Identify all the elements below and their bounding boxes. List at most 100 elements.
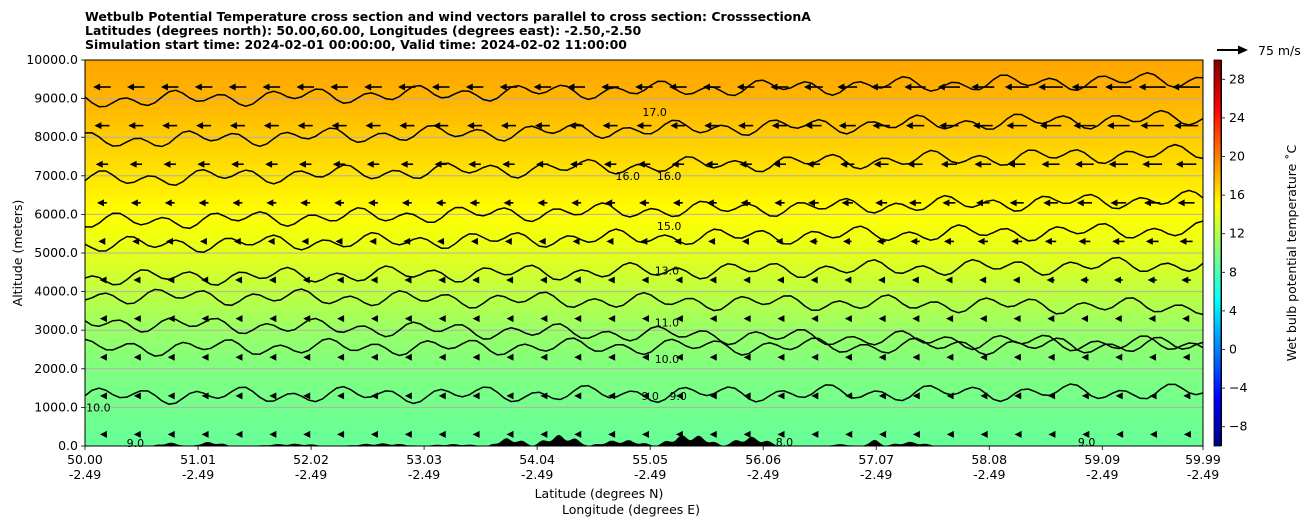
wind-vector-head: [946, 392, 954, 400]
wind-vector-head: [506, 276, 514, 284]
wind-vector-head: [876, 237, 884, 245]
wind-vector-head: [606, 237, 614, 245]
wind-vector-head: [912, 430, 920, 438]
chart-title-line-2: Latitudes (degrees north): 50.00,60.00, …: [85, 23, 642, 38]
wind-vector-head: [574, 392, 582, 400]
wind-vector-head: [636, 122, 644, 130]
wind-vector-head: [1142, 160, 1150, 168]
wind-vector-head: [743, 315, 751, 323]
wind-vector-head: [1147, 276, 1155, 284]
terrain-silhouette: [85, 434, 1203, 446]
wind-vector-head: [1041, 160, 1049, 168]
contour-label: 9.0: [641, 390, 659, 403]
x-tick-label-lon: -2.49: [1086, 467, 1118, 482]
wind-vector-head: [538, 237, 546, 245]
wind-vector-head: [1081, 392, 1089, 400]
x-tick-label-lat: 59.09: [1084, 452, 1120, 467]
wind-vector-head: [567, 83, 575, 91]
wind-vector-head: [1183, 392, 1191, 400]
colorbar-tick-label: 24: [1229, 110, 1245, 125]
wind-vector-head: [1080, 276, 1088, 284]
wind-vector-head: [330, 83, 338, 91]
wind-vector-head: [201, 276, 209, 284]
contour-label: 11.0: [655, 316, 680, 329]
wind-vector-head: [1013, 315, 1021, 323]
plot-area: 17.0 16.0 16.0 15.0 13.0 11.0 10.0 9.0 9.0 8.0 9.0…: [84, 59, 1204, 450]
wind-vector-head: [438, 276, 446, 284]
wind-vector-head: [94, 122, 102, 130]
wind-vector-head: [642, 430, 649, 438]
wind-vector-head: [608, 392, 616, 400]
wind-vector-head: [872, 122, 880, 130]
wind-vector-head: [472, 392, 480, 400]
wind-vector-head: [574, 430, 582, 438]
wind-vector-head: [302, 276, 310, 284]
wind-vector-head: [369, 237, 377, 245]
quiver-key: 75 m/s: [1217, 43, 1301, 58]
wind-vector-head: [499, 83, 507, 91]
x-tick-label-lon: -2.49: [634, 467, 666, 482]
wind-vector-head: [235, 353, 243, 361]
wind-vector-head: [608, 430, 616, 438]
wind-vector-head: [979, 315, 987, 323]
wind-vector-head: [844, 315, 852, 323]
wind-vector-head: [163, 160, 171, 168]
wind-vector-head: [1048, 430, 1056, 438]
wind-vector-head: [1013, 353, 1021, 361]
contour-label: 17.0: [642, 106, 667, 119]
wind-vector-head: [1009, 199, 1017, 207]
wind-vector-head: [937, 83, 945, 91]
wind-vector-head: [332, 160, 340, 168]
wind-vector-head: [401, 199, 409, 207]
wind-vector-head: [506, 392, 514, 400]
wind-vector-head: [99, 430, 107, 438]
wind-vector-head: [741, 237, 749, 245]
contour-line: [85, 317, 1203, 352]
x-tick-label-lat: 57.07: [858, 452, 894, 467]
chart-title-line-3: Simulation start time: 2024-02-01 00:00:…: [85, 37, 627, 52]
wind-vector-head: [878, 353, 886, 361]
wind-vector-head: [166, 237, 174, 245]
wind-vector-head: [1014, 430, 1022, 438]
wind-vector-head: [777, 430, 785, 438]
wind-vector-head: [469, 199, 477, 207]
wind-vector-head: [1108, 160, 1116, 168]
wind-vector-head: [235, 276, 243, 284]
wind-vector-head: [1044, 237, 1052, 245]
x-tick-label-lon: -2.49: [1187, 467, 1219, 482]
x-axis: 50.00-2.4951.01-2.4952.02-2.4953.03-2.49…: [67, 446, 1221, 482]
wind-vector-head: [639, 199, 647, 207]
wind-vector-head: [704, 122, 712, 130]
wind-vector-head: [912, 315, 920, 323]
wind-vector-head: [1014, 392, 1022, 400]
wind-vector-head: [844, 276, 852, 284]
wind-vector-head: [980, 392, 988, 400]
contour-label: 10.0: [655, 353, 680, 366]
x-tick-label-lon: -2.49: [521, 467, 553, 482]
contour-line: [85, 109, 1203, 148]
wind-vector-head: [1182, 315, 1190, 323]
wind-vector-head: [810, 276, 818, 284]
wind-vector-head: [770, 83, 778, 91]
y-tick-label: 2000.0: [34, 361, 78, 376]
wind-vector-head: [235, 430, 243, 438]
wind-vector-head: [438, 315, 446, 323]
x-tick-label-lon: -2.49: [860, 467, 892, 482]
wind-vector-head: [370, 430, 378, 438]
wind-vector-head: [910, 237, 918, 245]
wind-vector-head: [672, 199, 680, 207]
wind-vector-head: [637, 160, 645, 168]
contour-line: [85, 288, 1203, 316]
wind-vector-head: [99, 392, 107, 400]
contour-label: 15.0: [657, 220, 682, 233]
wind-vector-head: [233, 237, 241, 245]
wind-vector-head: [534, 122, 542, 130]
contour-label: 13.0: [655, 264, 680, 277]
wind-vector-head: [465, 83, 473, 91]
colorbar-tick-label: 8: [1229, 264, 1237, 279]
wind-vector-head: [297, 122, 305, 130]
x-tick-label-lat: 58.08: [971, 452, 1007, 467]
wind-vector-head: [774, 199, 782, 207]
colorbar-tick-label: 12: [1229, 226, 1245, 241]
